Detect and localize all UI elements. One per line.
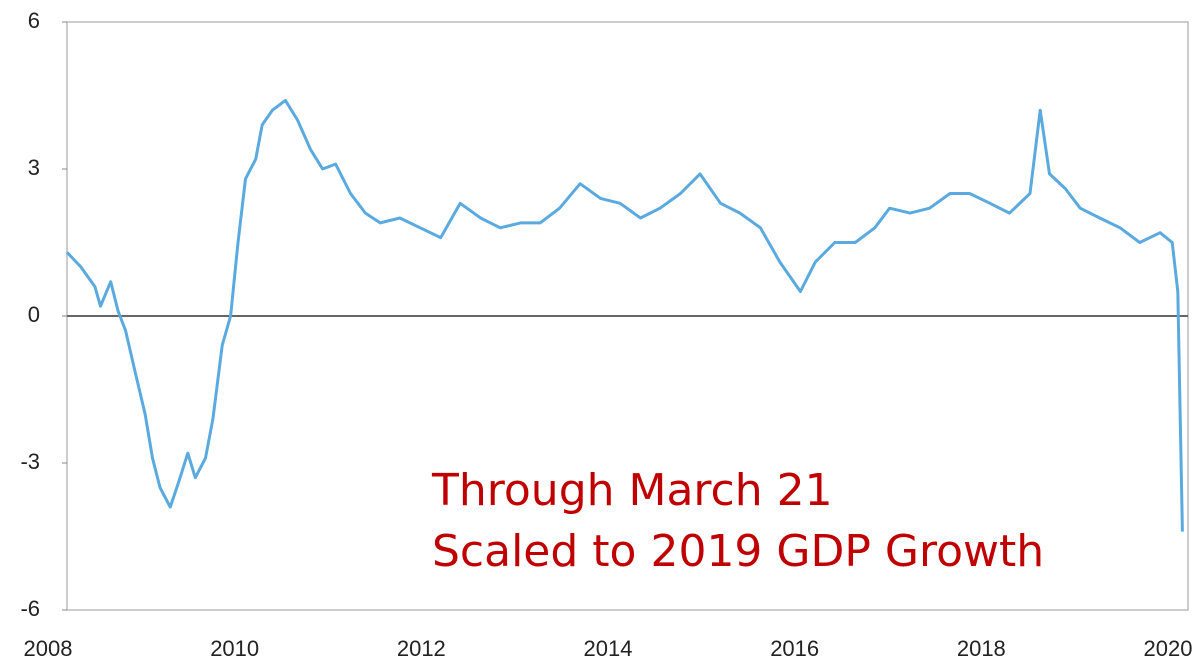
x-tick-label: 2020 [1144,636,1193,661]
y-tick-label: 6 [28,8,40,33]
y-tick-label: 3 [28,155,40,180]
x-tick-label: 2016 [770,636,819,661]
x-tick-label: 2014 [584,636,633,661]
y-tick-label: -3 [20,449,40,474]
annotation: Scaled to 2019 GDP Growth [432,526,1044,577]
x-tick-label: 2010 [210,636,259,661]
data-line [65,98,1184,532]
x-tick-label: 2008 [24,636,73,661]
x-tick-label: 2018 [957,636,1006,661]
y-tick-label: -6 [20,596,40,621]
x-tick-label: 2012 [397,636,446,661]
annotation: Through March 21 [431,465,833,516]
y-tick-label: 0 [28,302,40,327]
